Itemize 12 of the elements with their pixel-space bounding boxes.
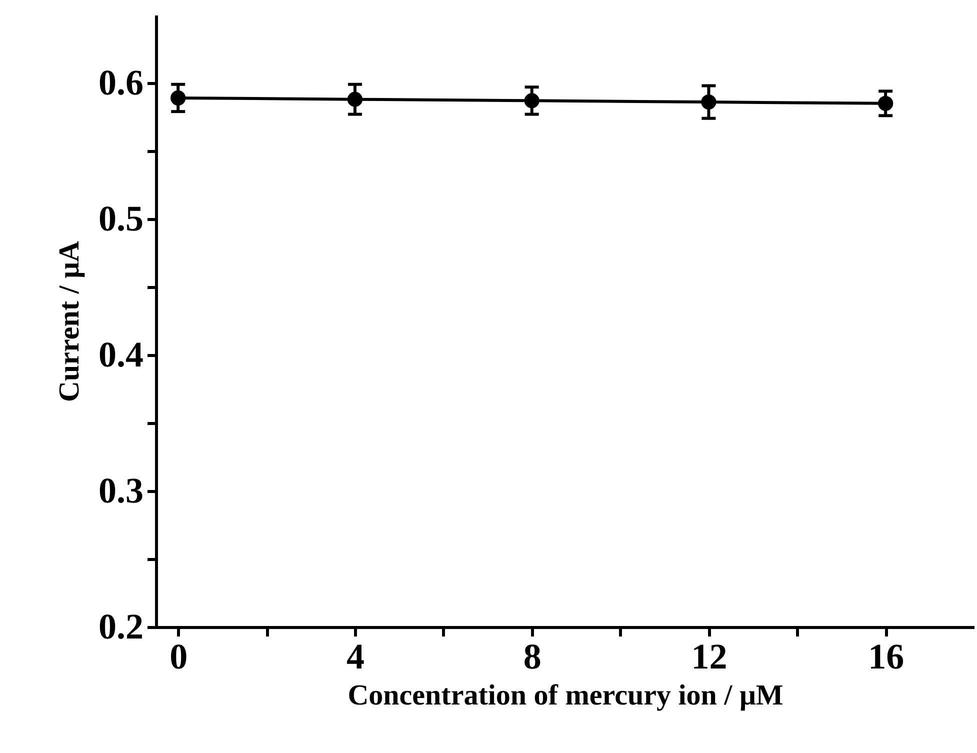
x-tick-label: 0 xyxy=(170,636,188,676)
y-tick-label: 0.5 xyxy=(98,198,144,238)
y-axis-title: Current / μA xyxy=(54,241,86,402)
y-tick-label: 0.6 xyxy=(98,62,144,102)
x-tick-label: 12 xyxy=(691,636,728,676)
y-tick-label: 0.2 xyxy=(98,606,144,646)
x-tick-label: 16 xyxy=(868,636,904,676)
x-tick-label: 4 xyxy=(346,636,364,676)
y-tick-label: 0.4 xyxy=(98,334,144,374)
x-axis-title: Concentration of mercury ion / μM xyxy=(348,680,784,712)
x-tick-label: 8 xyxy=(523,636,542,676)
y-tick-label: 0.3 xyxy=(98,470,144,510)
